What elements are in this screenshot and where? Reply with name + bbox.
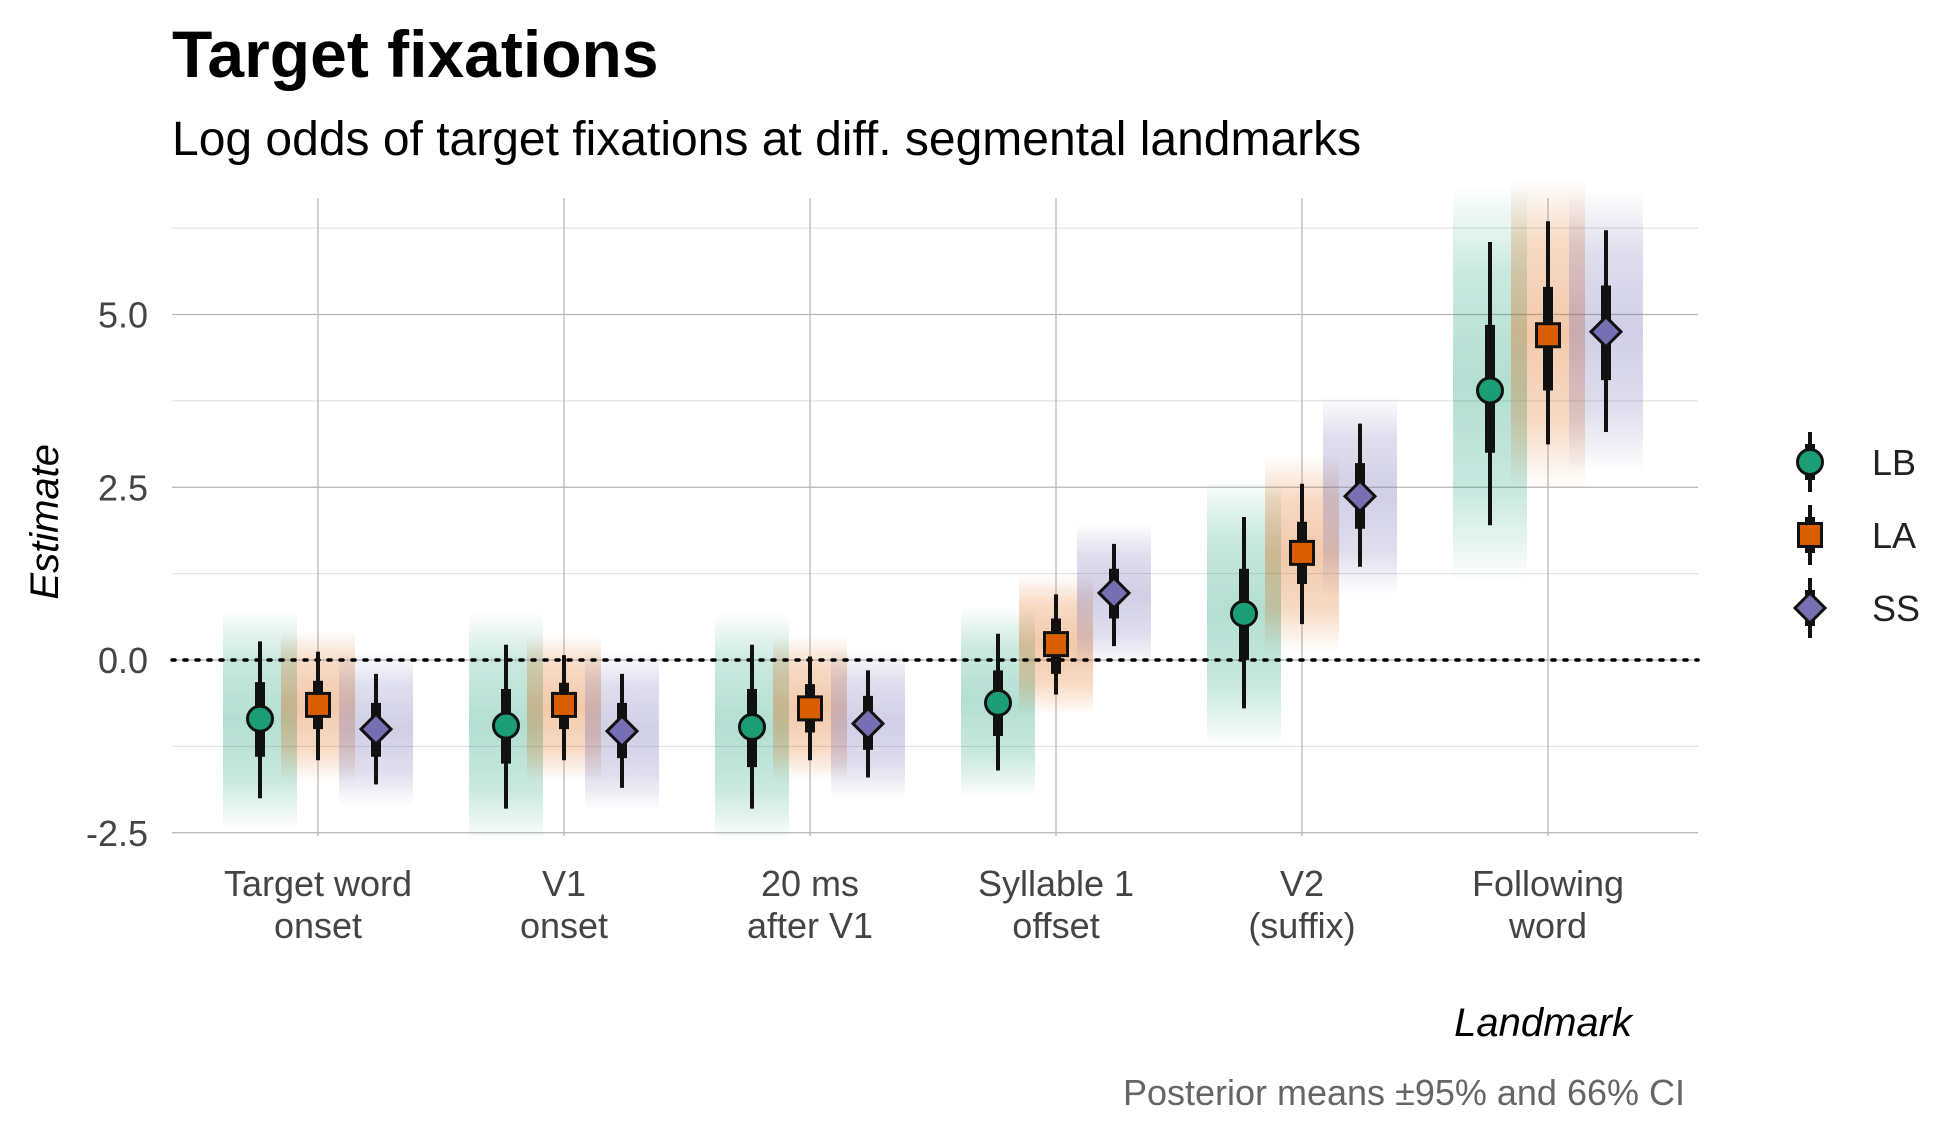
- x-tick-label: V2: [1280, 863, 1324, 904]
- x-tick-label: onset: [274, 905, 362, 946]
- chart-title: Target fixations: [172, 17, 659, 91]
- point-la: [1043, 631, 1069, 658]
- x-tick-label: after V1: [747, 905, 873, 946]
- point-la: [551, 691, 577, 718]
- point-lb: [492, 711, 520, 740]
- point-lb: [1476, 376, 1504, 405]
- legend-label-lb: LB: [1872, 442, 1916, 483]
- point-lb: [1230, 599, 1258, 628]
- point-ss: [1342, 479, 1378, 514]
- ci-bands: [223, 176, 1643, 842]
- y-tick-label: 0.0: [98, 640, 148, 681]
- point-lb: [738, 713, 766, 742]
- point-la: [305, 691, 331, 718]
- x-tick-label: Syllable 1: [978, 863, 1134, 904]
- legend-label-la: LA: [1872, 515, 1916, 556]
- point-ss: [358, 711, 394, 747]
- point-ss: [850, 706, 886, 741]
- point-lb: [246, 704, 274, 733]
- point-ss: [604, 714, 640, 749]
- x-tick-label: onset: [520, 905, 608, 946]
- y-tick-label: 2.5: [98, 467, 148, 508]
- legend: LB LA SS: [1792, 432, 1920, 638]
- data-marks: [246, 221, 1624, 809]
- x-tick-label: word: [1508, 905, 1587, 946]
- point-ss: [1096, 575, 1132, 611]
- x-tick-label: Target word: [224, 863, 412, 904]
- point-la: [1289, 539, 1315, 566]
- legend-key-lb: [1796, 448, 1824, 476]
- legend-key-la: [1797, 522, 1823, 548]
- point-ss: [1588, 314, 1624, 349]
- x-tick-label: offset: [1012, 905, 1099, 946]
- point-lb: [984, 688, 1012, 717]
- chart-caption: Posterior means ±95% and 66% CI: [1122, 1072, 1685, 1113]
- y-tick-label: 5.0: [98, 295, 148, 336]
- legend-key-ss: [1792, 590, 1828, 626]
- point-la: [1535, 322, 1561, 349]
- x-tick-label: 20 ms: [761, 863, 859, 904]
- x-axis-title: Landmark: [1454, 1001, 1634, 1045]
- x-tick-label: Following: [1472, 863, 1624, 904]
- legend-label-ss: SS: [1872, 588, 1920, 629]
- x-tick-label: (suffix): [1248, 905, 1355, 946]
- chart-subtitle: Log odds of target fixations at diff. se…: [172, 113, 1362, 166]
- y-tick-label: -2.5: [86, 813, 148, 854]
- x-tick-label: V1: [542, 863, 586, 904]
- y-axis-title: Estimate: [23, 444, 67, 600]
- point-la: [797, 695, 823, 722]
